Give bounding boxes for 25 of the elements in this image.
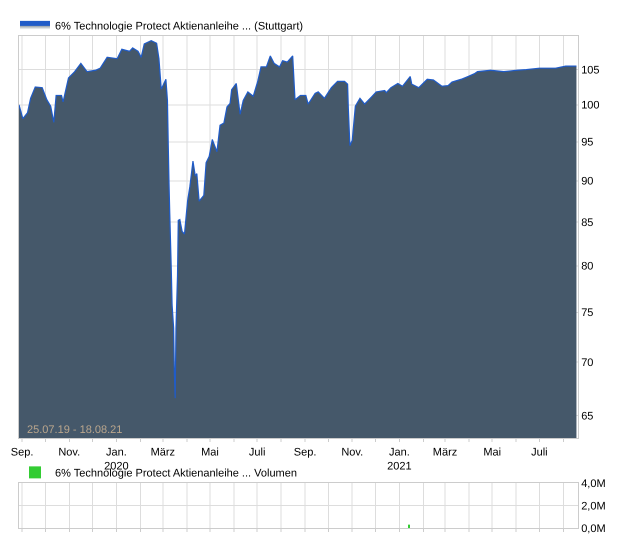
- y-tick-label: 80: [581, 260, 594, 273]
- y-tick-label: 70: [581, 357, 594, 370]
- y-tick-label: 4,0M: [581, 478, 606, 490]
- x-tick-label: Jan. 2021: [387, 446, 412, 473]
- y-tick-label: 105: [581, 64, 600, 76]
- x-tick-label: März: [432, 446, 458, 458]
- y-tick-label: 85: [581, 216, 594, 229]
- legend-label: 6% Technologie Protect Aktienanleihe ... (Stuttgart): [55, 20, 304, 33]
- x-tick-label: Juli: [248, 446, 266, 458]
- y-tick-label: 0,0M: [581, 522, 606, 535]
- x-tick-label: Mai: [483, 446, 502, 458]
- y-tick-label: 75: [581, 307, 594, 320]
- x-tick-label: Nov.: [341, 446, 364, 458]
- y-tick-label: 65: [581, 410, 594, 422]
- x-tick-label: Sep.: [10, 446, 34, 458]
- x-tick-label: Juli: [531, 446, 548, 458]
- y-tick-label: 95: [581, 136, 594, 149]
- x-tick-label: Mai: [201, 446, 219, 458]
- y-tick-label: 90: [581, 176, 594, 188]
- annotation: 25.07.19 - 18.08.21: [27, 424, 122, 436]
- x-tick-label: März: [150, 446, 176, 458]
- y-tick-label: 100: [581, 100, 600, 112]
- x-tick-label: Nov.: [58, 446, 80, 458]
- y-tick-label: 2,0M: [581, 500, 606, 512]
- x-tick-label: Sep.: [294, 446, 316, 458]
